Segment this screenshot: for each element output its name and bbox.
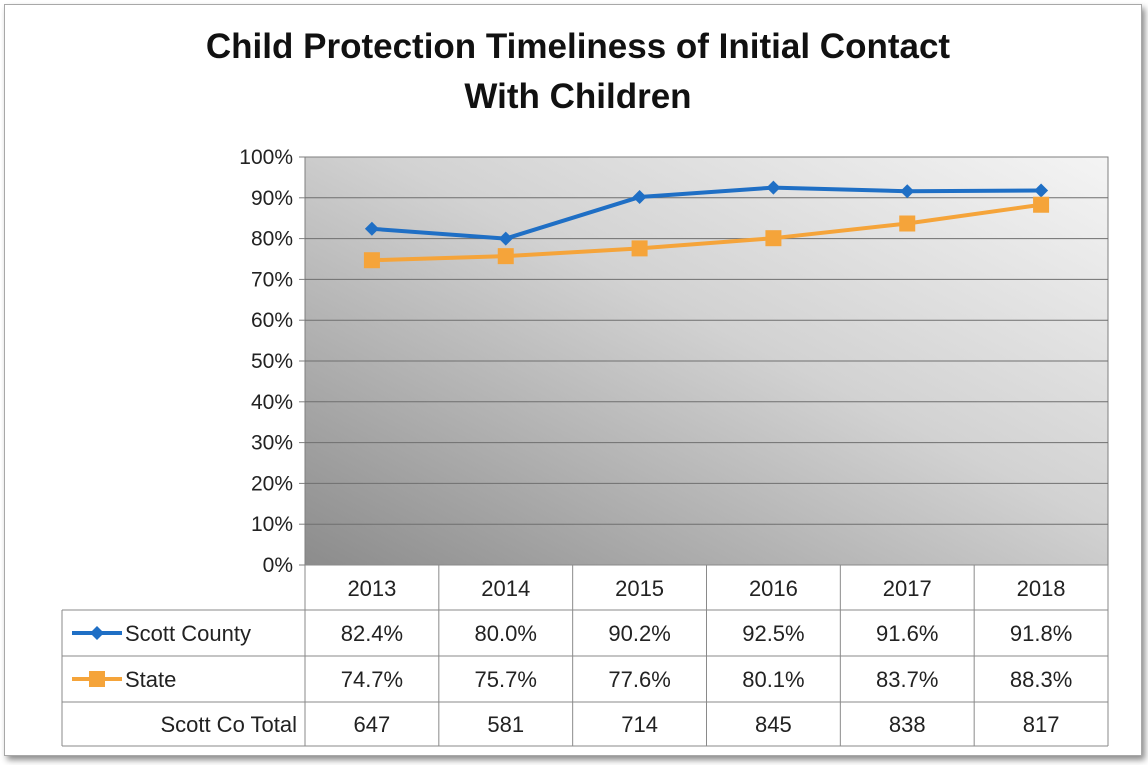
data-label: 91.6%	[876, 621, 938, 646]
x-tick-label: 2014	[481, 576, 530, 601]
data-point-state	[1033, 196, 1050, 213]
y-tick-label: 20%	[251, 472, 293, 495]
data-label: 88.3%	[1010, 667, 1072, 692]
x-tick-label: 2013	[347, 576, 396, 601]
data-label: 75.7%	[475, 667, 537, 692]
table-cell: 647	[354, 712, 391, 737]
legend-marker-state	[89, 671, 105, 687]
x-tick-label: 2015	[615, 576, 664, 601]
table-cell: 581	[487, 712, 524, 737]
y-tick-label: 80%	[251, 228, 293, 251]
data-label: 82.4%	[341, 621, 403, 646]
data-point-state	[497, 248, 514, 265]
data-point-scott-county	[498, 231, 513, 246]
data-label: 77.6%	[608, 667, 670, 692]
chart-title-line-2: With Children	[464, 77, 692, 116]
table-cell: 714	[621, 712, 658, 737]
data-point-scott-county	[1034, 183, 1049, 198]
y-tick-label: 30%	[251, 432, 293, 455]
data-point-scott-county	[766, 180, 781, 195]
data-point-state	[631, 240, 648, 257]
y-tick-label: 90%	[251, 187, 293, 210]
x-tick-label: 2016	[749, 576, 798, 601]
data-point-state	[899, 215, 916, 232]
y-tick-label: 70%	[251, 268, 293, 291]
legend-label-scott-county: Scott County	[125, 621, 251, 646]
data-point-scott-county	[632, 189, 647, 204]
legend-marker-scott-county	[90, 626, 104, 640]
series-line-state	[371, 202, 1042, 263]
table-cell: 845	[755, 712, 792, 737]
y-tick-label: 50%	[251, 350, 293, 373]
series-line-scott-county	[371, 185, 1042, 241]
data-label: 74.7%	[341, 667, 403, 692]
data-label: 83.7%	[876, 667, 938, 692]
chart-title: Child Protection Timeliness of Initial C…	[0, 22, 1148, 122]
y-tick-label: 0%	[263, 554, 293, 577]
chart-title-line-1: Child Protection Timeliness of Initial C…	[205, 27, 951, 66]
data-label: 92.5%	[742, 621, 804, 646]
data-point-scott-county	[900, 184, 915, 199]
legend-label-state: State	[125, 667, 176, 692]
data-point-state	[765, 230, 782, 247]
y-tick-label: 40%	[251, 391, 293, 414]
data-label: 80.0%	[475, 621, 537, 646]
table-cell: 817	[1023, 712, 1060, 737]
data-label: 91.8%	[1010, 621, 1072, 646]
x-tick-label: 2018	[1017, 576, 1066, 601]
y-tick-label: 100%	[239, 146, 293, 169]
data-label: 80.1%	[742, 667, 804, 692]
y-tick-label: 60%	[251, 309, 293, 332]
data-label: 90.2%	[608, 621, 670, 646]
y-tick-label: 10%	[251, 513, 293, 536]
data-point-scott-county	[364, 221, 379, 236]
table-cell: 838	[889, 712, 926, 737]
x-tick-label: 2017	[883, 576, 932, 601]
data-point-state	[363, 252, 380, 269]
row-label-scott-co-total: Scott Co Total	[160, 712, 297, 737]
